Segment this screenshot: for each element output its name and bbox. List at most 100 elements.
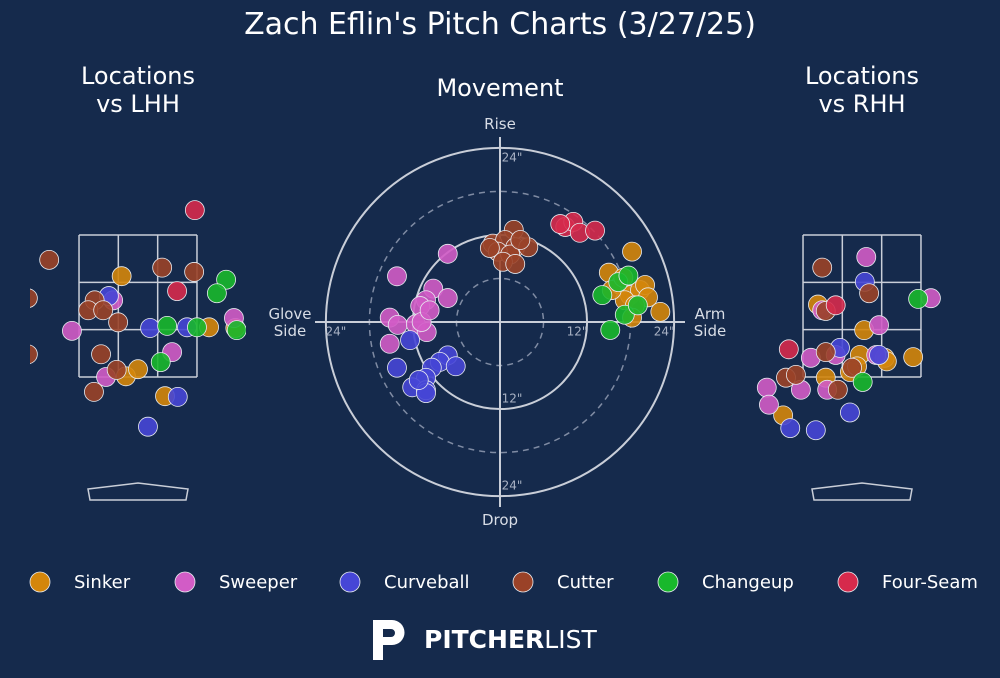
pitch-point bbox=[759, 394, 779, 415]
pitch-point bbox=[592, 285, 613, 306]
pitch-point bbox=[786, 364, 806, 385]
pitch-point bbox=[852, 372, 873, 392]
pitch-point bbox=[856, 247, 877, 267]
pitch-point bbox=[206, 283, 227, 304]
pitch-point bbox=[167, 281, 187, 301]
pitch-point bbox=[618, 265, 639, 286]
pitch-point bbox=[93, 300, 114, 321]
pitch-point bbox=[106, 359, 127, 380]
pitch-point bbox=[30, 344, 38, 364]
pitch-point bbox=[150, 352, 171, 372]
pitch-point bbox=[419, 300, 440, 321]
axis-label: Glove Side bbox=[268, 305, 312, 341]
pitch-point bbox=[39, 249, 60, 270]
pitch-point bbox=[157, 315, 178, 336]
legend-label: Cutter bbox=[557, 572, 614, 593]
pitch-point bbox=[842, 357, 862, 378]
pitch-point bbox=[437, 288, 458, 308]
pitch-point bbox=[128, 359, 148, 380]
axis-label: Drop bbox=[481, 511, 519, 529]
x-tick-label: 24" bbox=[325, 325, 346, 339]
legend-marker bbox=[657, 571, 679, 593]
x-tick-label: 24" bbox=[654, 325, 675, 339]
pitch-point bbox=[184, 262, 205, 282]
legend-label: Four-Seam bbox=[882, 572, 978, 593]
legend-label: Changeup bbox=[702, 572, 794, 593]
pitch-point bbox=[167, 386, 188, 407]
pitch-point bbox=[505, 254, 526, 274]
pitch-point bbox=[62, 320, 82, 341]
pitch-point bbox=[585, 220, 605, 241]
axis-label: Rise bbox=[484, 115, 516, 133]
pitch-point bbox=[84, 382, 104, 402]
pitch-point bbox=[825, 295, 846, 316]
pitch-point bbox=[778, 339, 799, 360]
pitch-point bbox=[387, 266, 407, 287]
pitch-point bbox=[650, 301, 671, 322]
legend: Sinker Sweeper Curveball Cutter Changeup Four… bbox=[29, 571, 978, 593]
legend-marker bbox=[174, 571, 196, 593]
pitch-point bbox=[108, 312, 129, 333]
pitch-point bbox=[91, 344, 111, 365]
pitch-point bbox=[187, 317, 207, 338]
logo-icon bbox=[373, 620, 405, 660]
home-plate bbox=[811, 482, 913, 501]
pitch-point bbox=[840, 402, 860, 423]
legend-marker bbox=[837, 571, 859, 593]
chart-title: Locations vs RHH bbox=[804, 62, 919, 118]
pitch-point bbox=[111, 266, 132, 287]
logo-part: PITCHER bbox=[424, 625, 544, 654]
legend-marker bbox=[29, 571, 51, 593]
chart-title: Locations vs LHH bbox=[80, 62, 195, 118]
pitch-point bbox=[140, 318, 160, 338]
pitch-point bbox=[627, 295, 648, 316]
pitch-point bbox=[184, 200, 205, 221]
pitch-point bbox=[445, 356, 466, 377]
x-tick-label: 12" bbox=[567, 325, 588, 339]
pitch-point bbox=[479, 238, 500, 258]
legend-label: Curveball bbox=[384, 572, 470, 593]
pitch-point bbox=[379, 333, 400, 354]
pitch-point bbox=[756, 377, 777, 398]
location-panel bbox=[30, 200, 246, 501]
legend-marker bbox=[339, 571, 361, 593]
pitch-point bbox=[600, 320, 621, 340]
legend-label: Sinker bbox=[74, 572, 131, 593]
pitch-point bbox=[152, 257, 173, 278]
pitch-point bbox=[812, 257, 833, 278]
logo-text: PITCHERLIST bbox=[424, 625, 597, 654]
movement-panel: 24" 12" 24" 24" 12" 24" bbox=[315, 137, 685, 507]
pitch-point bbox=[437, 243, 458, 264]
pitch-point bbox=[815, 342, 836, 363]
location-panel bbox=[756, 234, 941, 501]
pitch-point bbox=[30, 288, 38, 308]
pitch-point bbox=[903, 347, 924, 368]
pitch-point bbox=[400, 330, 420, 351]
legend-label: Sweeper bbox=[219, 572, 298, 593]
pitch-point bbox=[869, 345, 889, 365]
y-tick-label: 24" bbox=[502, 150, 523, 164]
pitch-point bbox=[827, 379, 848, 400]
pitch-point bbox=[869, 315, 889, 336]
page-title: Zach Eflin's Pitch Charts (3/27/25) bbox=[244, 7, 756, 42]
logo-part: LIST bbox=[544, 625, 597, 654]
pitch-point bbox=[908, 288, 929, 309]
home-plate bbox=[87, 482, 189, 501]
y-tick-label: 24" bbox=[502, 479, 523, 493]
pitch-point bbox=[226, 320, 246, 341]
axis-label: Arm Side bbox=[693, 305, 727, 341]
pitch-point bbox=[622, 241, 642, 262]
pitch-point bbox=[550, 214, 571, 234]
pitch-point bbox=[387, 315, 408, 335]
y-tick-label: 12" bbox=[502, 392, 523, 406]
chart-title: Movement bbox=[436, 74, 564, 102]
pitch-point bbox=[859, 283, 880, 304]
pitch-point bbox=[387, 357, 407, 378]
legend-marker bbox=[512, 571, 534, 593]
pitch-point bbox=[805, 420, 826, 441]
pitch-point bbox=[408, 370, 429, 390]
pitch-point bbox=[780, 418, 801, 439]
pitch-point bbox=[510, 230, 531, 250]
